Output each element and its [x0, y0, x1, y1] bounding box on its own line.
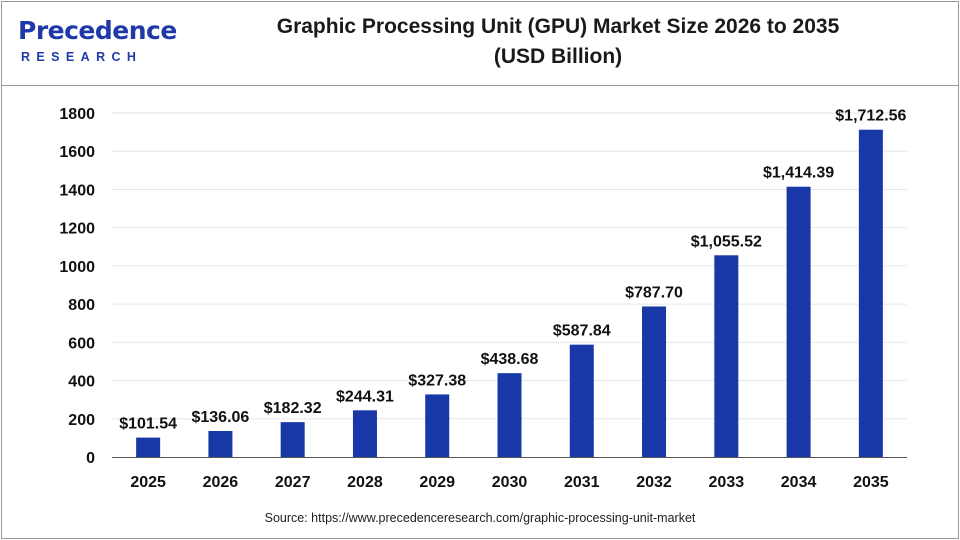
y-tick-label: 600 — [68, 335, 95, 352]
y-tick-label: 1600 — [59, 144, 95, 161]
bar-value-label: $136.06 — [191, 409, 249, 426]
bar-value-label: $1,712.56 — [835, 108, 906, 125]
x-tick-label: 2030 — [492, 474, 528, 491]
brand-logo: Precedence RESEARCH — [16, 16, 177, 72]
bar — [280, 422, 305, 457]
bar — [858, 129, 883, 457]
bar — [569, 344, 594, 457]
x-tick-label: 2027 — [275, 474, 311, 491]
chart-header: Precedence RESEARCH Graphic Processing U… — [2, 2, 958, 86]
y-tick-label: 1800 — [59, 106, 95, 123]
bar — [786, 186, 811, 458]
bar — [497, 373, 522, 457]
source-note: Source: https://www.precedenceresearch.c… — [264, 511, 696, 525]
y-tick-label: 1000 — [59, 259, 95, 276]
bar-value-label: $438.68 — [481, 351, 539, 368]
bar-value-label: $327.38 — [408, 372, 466, 389]
y-tick-label: 1400 — [59, 182, 95, 199]
chart-title-line-1: Graphic Processing Unit (GPU) Market Siz… — [276, 15, 840, 38]
y-tick-label: 400 — [68, 374, 95, 391]
bar-value-label: $101.54 — [119, 416, 177, 433]
logo-subtitle: RESEARCH — [21, 50, 143, 64]
y-tick-label: 0 — [86, 450, 95, 467]
bar-value-label: $1,414.39 — [763, 165, 834, 182]
bar — [425, 394, 450, 457]
bar — [642, 306, 667, 457]
chart-title-line-2: (USD Billion) — [493, 45, 623, 68]
x-tick-label: 2028 — [347, 474, 383, 491]
x-tick-label: 2025 — [130, 474, 166, 491]
x-tick-label: 2031 — [564, 474, 600, 491]
x-tick-label: 2034 — [781, 474, 817, 491]
bar — [208, 430, 233, 457]
x-tick-label: 2029 — [419, 474, 455, 491]
bar-value-label: $182.32 — [264, 400, 322, 417]
y-tick-label: 1200 — [59, 221, 95, 238]
x-tick-label: 2035 — [853, 474, 889, 491]
x-tick-label: 2026 — [203, 474, 239, 491]
bar-value-label: $244.31 — [336, 388, 394, 405]
bar-value-label: $587.84 — [553, 323, 611, 340]
bar-value-label: $787.70 — [625, 284, 683, 301]
bar — [136, 437, 161, 457]
bar — [352, 410, 377, 457]
x-tick-label: 2033 — [709, 474, 745, 491]
y-tick-label: 800 — [68, 297, 95, 314]
bar — [714, 255, 739, 457]
y-tick-label: 200 — [68, 412, 95, 429]
bar-value-label: $1,055.52 — [691, 233, 762, 250]
chart-title: Graphic Processing Unit (GPU) Market Siz… — [172, 12, 944, 72]
x-tick-label: 2032 — [636, 474, 672, 491]
logo-wordmark: Precedence — [18, 16, 177, 45]
